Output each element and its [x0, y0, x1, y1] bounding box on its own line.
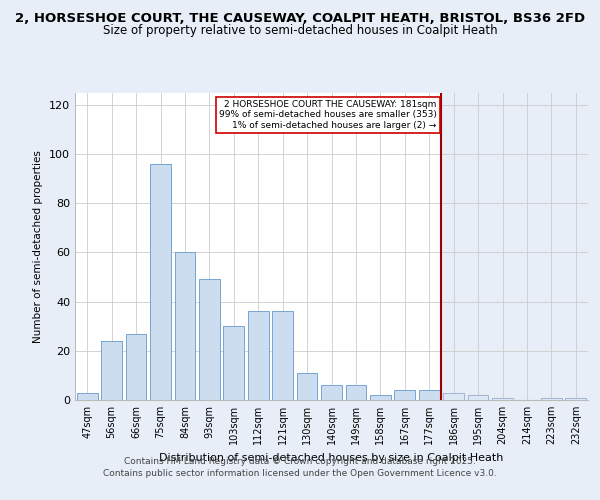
Bar [77, 392, 98, 400]
Bar [346, 385, 367, 400]
Bar [467, 395, 488, 400]
Bar [125, 334, 146, 400]
Bar [150, 164, 171, 400]
Bar [296, 373, 317, 400]
Bar [101, 341, 122, 400]
Bar [443, 392, 464, 400]
Bar [321, 385, 342, 400]
Bar [442, 92, 588, 400]
Text: Contains HM Land Registry data © Crown copyright and database right 2025.: Contains HM Land Registry data © Crown c… [124, 458, 476, 466]
Text: Size of property relative to semi-detached houses in Coalpit Heath: Size of property relative to semi-detach… [103, 24, 497, 37]
X-axis label: Distribution of semi-detached houses by size in Coalpit Heath: Distribution of semi-detached houses by … [160, 452, 503, 462]
Bar [223, 326, 244, 400]
Text: 2, HORSESHOE COURT, THE CAUSEWAY, COALPIT HEATH, BRISTOL, BS36 2FD: 2, HORSESHOE COURT, THE CAUSEWAY, COALPI… [15, 12, 585, 26]
Text: 2 HORSESHOE COURT THE CAUSEWAY: 181sqm
99% of semi-detached houses are smaller (: 2 HORSESHOE COURT THE CAUSEWAY: 181sqm 9… [218, 100, 437, 130]
Y-axis label: Number of semi-detached properties: Number of semi-detached properties [34, 150, 43, 342]
Bar [541, 398, 562, 400]
Text: Contains public sector information licensed under the Open Government Licence v3: Contains public sector information licen… [103, 468, 497, 477]
Bar [565, 398, 586, 400]
Bar [394, 390, 415, 400]
Bar [419, 390, 440, 400]
Bar [370, 395, 391, 400]
Bar [272, 312, 293, 400]
Bar [248, 312, 269, 400]
Bar [199, 280, 220, 400]
Bar [492, 398, 513, 400]
Bar [175, 252, 196, 400]
